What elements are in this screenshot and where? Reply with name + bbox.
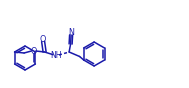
Text: N: N	[68, 28, 74, 37]
Text: O: O	[40, 34, 46, 43]
Text: O: O	[30, 46, 37, 56]
Text: NH: NH	[50, 51, 62, 60]
